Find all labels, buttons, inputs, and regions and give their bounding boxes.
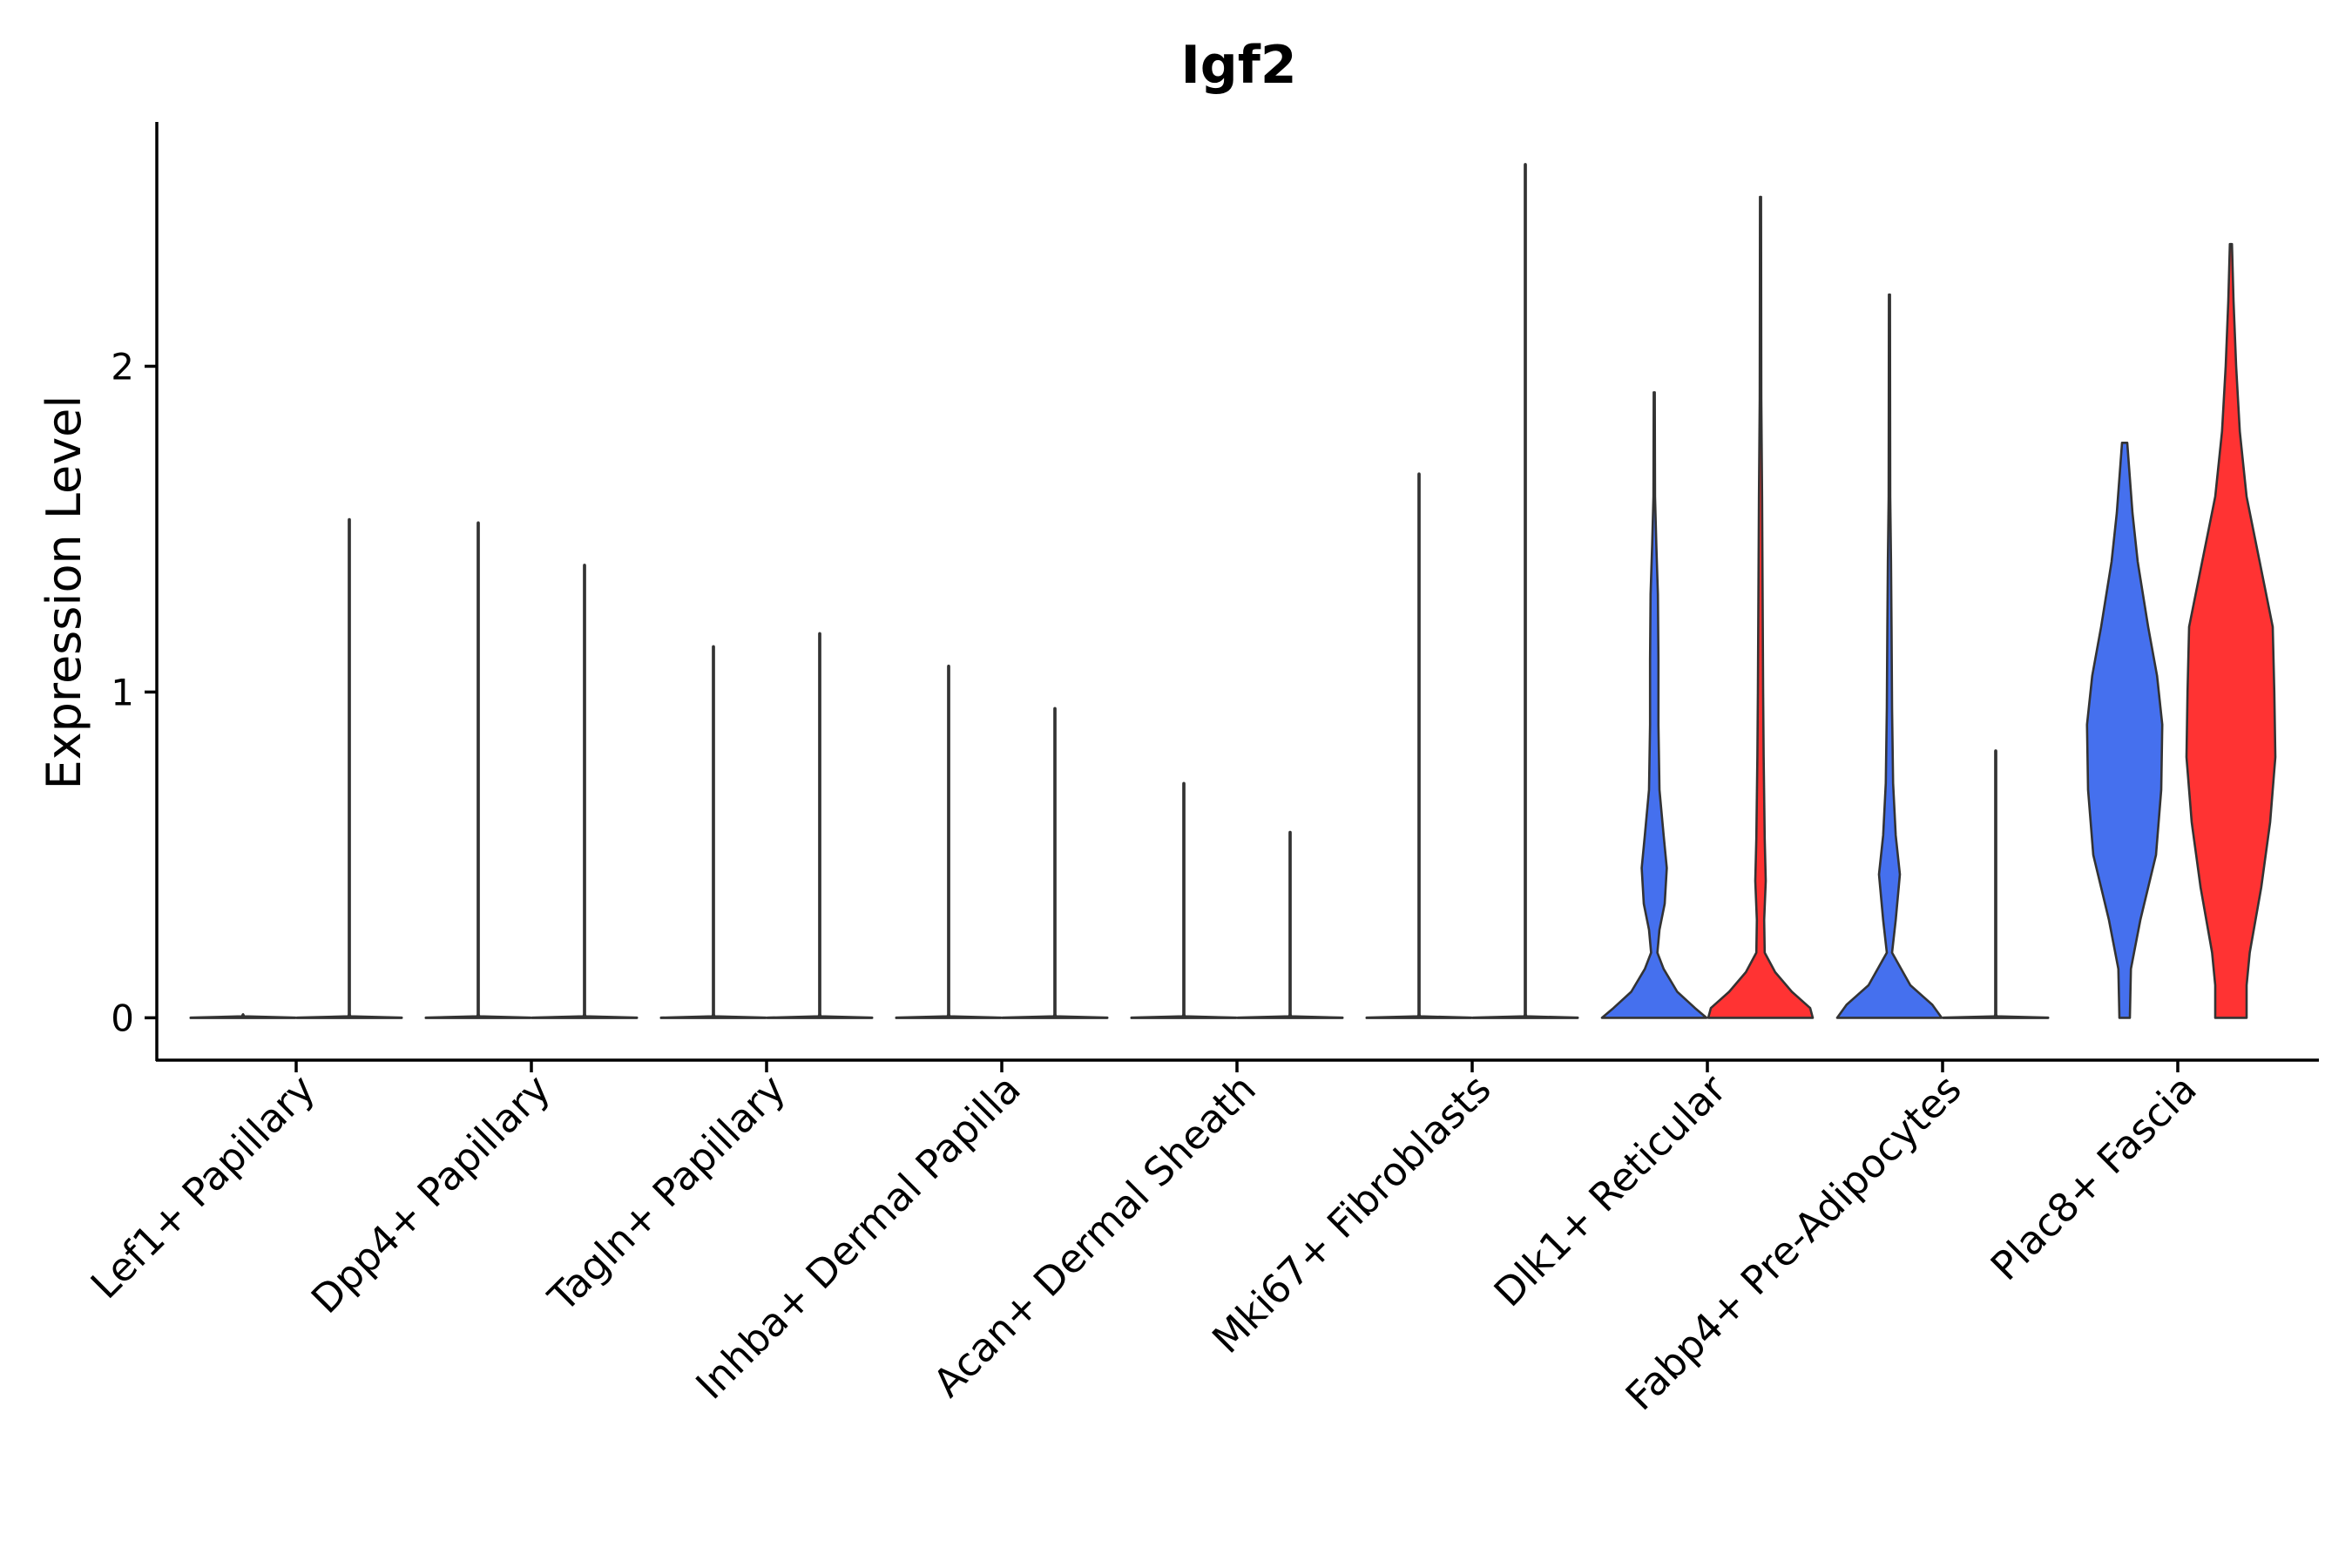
violins-layer: [189, 163, 2277, 1019]
violin-plac8-fascia-group-1: [2085, 442, 2164, 1019]
y-tick-label: 1: [111, 671, 134, 713]
y-tick-label: 2: [111, 345, 134, 388]
y-tick-label: 0: [111, 997, 134, 1039]
x-tick-label: Dlk1+ Reticular: [1485, 1065, 1735, 1315]
violin-fabp4-pre-adipocytes-group-1: [1835, 293, 1943, 1019]
violin-lef1-papillary-group-1: [189, 1013, 297, 1019]
x-tick-label: Plac8+ Fascia: [1982, 1065, 2206, 1289]
violin-dlk1-reticular-group-1: [1600, 391, 1708, 1019]
violin-dlk1-reticular-group-2: [1707, 195, 1815, 1019]
x-tick-label: Tagln+ Papillary: [539, 1065, 794, 1321]
x-tick-label: Lef1+ Papillary: [82, 1065, 324, 1308]
y-axis-label: Expression Level: [37, 395, 91, 790]
chart-title: Igf2: [1180, 35, 1296, 96]
x-tick-label: Dpp4+ Papillary: [302, 1065, 559, 1322]
violin-plac8-fascia-group-2: [2185, 242, 2277, 1019]
